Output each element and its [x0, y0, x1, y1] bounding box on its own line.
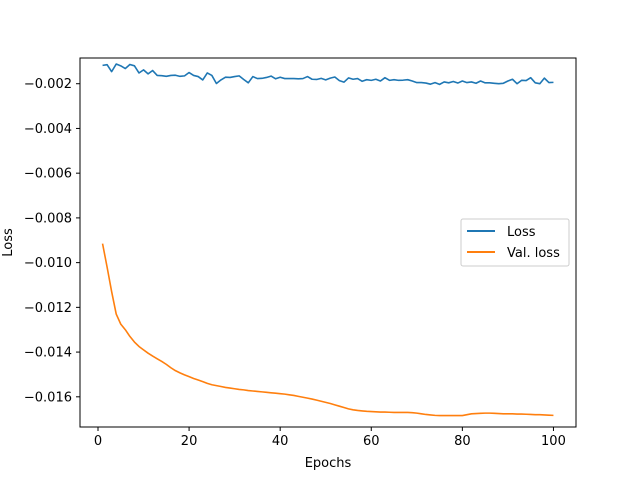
x-tick-label: 60: [363, 434, 380, 449]
y-axis-label: Loss: [1, 228, 16, 257]
series-layer: [101, 63, 554, 417]
x-tick-label: 80: [454, 434, 471, 449]
x-tick-label: 40: [272, 434, 289, 449]
y-tick-label: −0.004: [24, 122, 72, 137]
y-tick-label: −0.008: [24, 211, 72, 226]
y-tick-label: −0.006: [24, 167, 72, 182]
x-axis: 0 20 40 60 80 100: [94, 427, 566, 449]
x-tick-label: 100: [541, 434, 566, 449]
axes-frame: [79, 57, 577, 428]
series-line-loss: [102, 63, 554, 86]
plot-area: 0 20 40 60 80 100 −0.002−0.004−0.006−0.008−0.…: [24, 57, 577, 449]
legend: Loss Val. loss: [460, 218, 570, 267]
legend-label-val-loss: Val. loss: [507, 246, 560, 261]
legend-label-loss: Loss: [507, 225, 536, 240]
y-tick-label: −0.016: [24, 390, 72, 405]
y-tick-label: −0.012: [24, 301, 72, 316]
y-tick-label: −0.010: [24, 256, 72, 271]
x-tick-label: 20: [181, 434, 198, 449]
y-axis: −0.002 −0.004 −0.006 −0.008 −0.010 −0.012 −0.0…: [24, 77, 80, 405]
y-tick-label: −0.002: [24, 77, 72, 92]
x-tick-label: 0: [94, 434, 102, 449]
y-tick-label: −0.014: [24, 346, 72, 361]
x-axis-label: Epochs: [305, 456, 352, 471]
series-line-val-loss: [101, 243, 554, 417]
